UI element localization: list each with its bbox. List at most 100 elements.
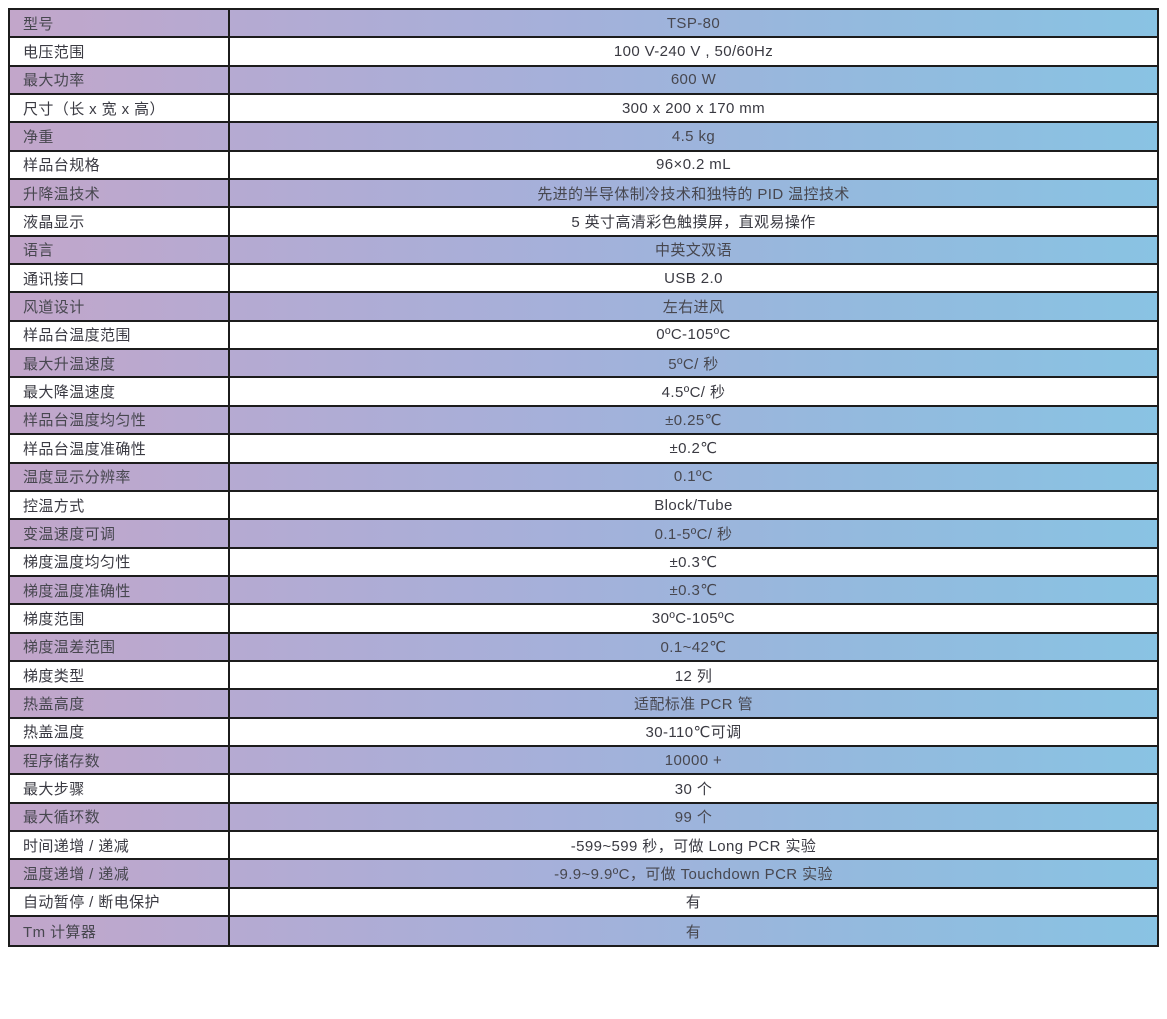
spec-value: 0.1ºC [673, 468, 714, 486]
spec-value: 12 列 [674, 667, 713, 685]
spec-value: USB 2.0 [664, 269, 723, 287]
table-row: 最大步骤 30 个 [10, 775, 1157, 804]
spec-label: 升降温技术 [10, 180, 230, 207]
spec-value: 10000 + [664, 751, 723, 769]
table-row: 液晶显示 5 英寸高清彩色触摸屏，直观易操作 [10, 208, 1157, 237]
spec-value: 左右进风 [662, 299, 725, 317]
spec-value: ±0.25℃ [665, 411, 722, 429]
spec-value: ±0.3℃ [669, 553, 718, 571]
table-row: 梯度温度准确性 ±0.3℃ [10, 576, 1157, 606]
specification-table: 型号 TSP-80 电压范围 100 V-240 V , 50/60Hz 最大功… [8, 8, 1159, 948]
spec-label: 程序储存数 [10, 746, 230, 774]
table-row: 程序储存数 10000 + [10, 746, 1157, 776]
spec-value: 96×0.2 mL [656, 156, 731, 174]
table-row: 最大循环数 99 个 [10, 803, 1157, 832]
spec-label: 梯度范围 [10, 605, 230, 632]
table-row: 梯度温差范围 0.1~42℃ [10, 633, 1157, 662]
spec-label: 样品台温度均匀性 [10, 406, 230, 434]
table-row: 尺寸（长 x 宽 x 高） 300 x 200 x 170 mm [10, 95, 1157, 124]
table-row: 样品台规格 96×0.2 mL [10, 151, 1157, 181]
spec-label: 最大功率 [10, 66, 230, 94]
spec-value: -599~599 秒，可做 Long PCR 实验 [570, 837, 817, 855]
spec-value: ±0.3℃ [669, 582, 718, 600]
spec-label: 自动暂停 / 断电保护 [10, 888, 230, 915]
spec-value: 4.5ºC/ 秒 [661, 384, 726, 402]
table-row: 时间递增 / 递减 -599~599 秒，可做 Long PCR 实验 [10, 831, 1157, 861]
table-row: 热盖温度 30-110℃可调 [10, 718, 1157, 747]
spec-value: 0ºC-105ºC [656, 326, 731, 344]
spec-label: 样品台温度准确性 [10, 435, 230, 462]
spec-value: 5ºC/ 秒 [668, 355, 719, 373]
spec-value: 先进的半导体制冷技术和独特的 PID 温控技术 [537, 185, 850, 203]
table-row: 温度显示分辨率 0.1ºC [10, 463, 1157, 492]
spec-value: -9.9~9.9ºC，可做 Touchdown PCR 实验 [554, 865, 833, 883]
spec-value: 5 英寸高清彩色触摸屏，直观易操作 [571, 214, 816, 232]
spec-label: 最大升温速度 [10, 350, 230, 377]
table-row: 梯度类型 12 列 [10, 661, 1157, 691]
table-row: 通讯接口 USB 2.0 [10, 265, 1157, 294]
table-row: 语言 中英文双语 [10, 236, 1157, 266]
spec-label: 温度递增 / 递减 [10, 860, 230, 887]
spec-label: 最大步骤 [10, 775, 230, 802]
spec-label: 尺寸（长 x 宽 x 高） [10, 95, 230, 122]
table-row: 样品台温度范围 0ºC-105ºC [10, 321, 1157, 351]
spec-value: 有 [685, 923, 702, 941]
spec-label: 语言 [10, 236, 230, 264]
spec-label: 电压范围 [10, 38, 230, 65]
spec-value: 300 x 200 x 170 mm [621, 99, 766, 117]
table-row: 电压范围 100 V-240 V , 50/60Hz [10, 38, 1157, 67]
spec-value: 适配标准 PCR 管 [633, 695, 753, 713]
spec-value: 99 个 [674, 809, 713, 827]
spec-label: 热盖温度 [10, 718, 230, 745]
table-row: 温度递增 / 递减 -9.9~9.9ºC，可做 Touchdown PCR 实验 [10, 860, 1157, 889]
spec-label: 风道设计 [10, 293, 230, 320]
spec-label: Tm 计算器 [10, 917, 230, 946]
table-row: 型号 TSP-80 [10, 10, 1157, 39]
spec-value: 有 [685, 894, 702, 912]
table-row: 最大功率 600 W [10, 66, 1157, 96]
spec-label: 净重 [10, 123, 230, 150]
spec-value: TSP-80 [666, 14, 721, 32]
spec-label: 时间递增 / 递减 [10, 831, 230, 859]
spec-label: 控温方式 [10, 491, 230, 519]
spec-label: 梯度温差范围 [10, 633, 230, 660]
table-row: 样品台温度准确性 ±0.2℃ [10, 435, 1157, 464]
table-row: 样品台温度均匀性 ±0.25℃ [10, 406, 1157, 436]
spec-label: 梯度温度均匀性 [10, 548, 230, 575]
table-row: Tm 计算器 有 [10, 917, 1157, 946]
spec-value: 30-110℃可调 [645, 724, 742, 742]
table-row: 梯度范围 30ºC-105ºC [10, 605, 1157, 634]
spec-value: 600 W [670, 71, 717, 89]
table-row: 最大降温速度 4.5ºC/ 秒 [10, 378, 1157, 407]
table-row: 变温速度可调 0.1-5ºC/ 秒 [10, 520, 1157, 549]
table-row: 热盖高度 适配标准 PCR 管 [10, 690, 1157, 719]
spec-label: 梯度温度准确性 [10, 576, 230, 604]
spec-value: 30ºC-105ºC [651, 609, 736, 627]
spec-value: 100 V-240 V , 50/60Hz [613, 43, 774, 61]
spec-label: 最大循环数 [10, 803, 230, 830]
table-row: 自动暂停 / 断电保护 有 [10, 888, 1157, 917]
spec-label: 变温速度可调 [10, 520, 230, 547]
spec-value: 中英文双语 [654, 242, 732, 260]
spec-label: 最大降温速度 [10, 378, 230, 405]
spec-label: 通讯接口 [10, 265, 230, 292]
spec-label: 温度显示分辨率 [10, 463, 230, 490]
spec-label: 液晶显示 [10, 208, 230, 235]
spec-value: 0.1~42℃ [660, 638, 727, 656]
spec-label: 型号 [10, 10, 230, 37]
spec-label: 热盖高度 [10, 690, 230, 717]
table-row: 梯度温度均匀性 ±0.3℃ [10, 548, 1157, 577]
table-row: 升降温技术 先进的半导体制冷技术和独特的 PID 温控技术 [10, 180, 1157, 209]
spec-value: Block/Tube [654, 496, 733, 514]
spec-label: 样品台规格 [10, 151, 230, 179]
spec-value: 30 个 [674, 780, 713, 798]
spec-value: 0.1-5ºC/ 秒 [654, 525, 733, 543]
table-row: 风道设计 左右进风 [10, 293, 1157, 322]
spec-label: 样品台温度范围 [10, 321, 230, 349]
spec-value: ±0.2℃ [669, 440, 718, 458]
table-row: 最大升温速度 5ºC/ 秒 [10, 350, 1157, 379]
table-row: 控温方式 Block/Tube [10, 491, 1157, 521]
spec-value: 4.5 kg [671, 128, 716, 146]
spec-label: 梯度类型 [10, 661, 230, 689]
